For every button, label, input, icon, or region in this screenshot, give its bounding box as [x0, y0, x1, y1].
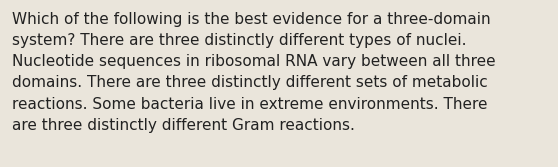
Text: Which of the following is the best evidence for a three-domain
system? There are: Which of the following is the best evide… [12, 12, 496, 133]
